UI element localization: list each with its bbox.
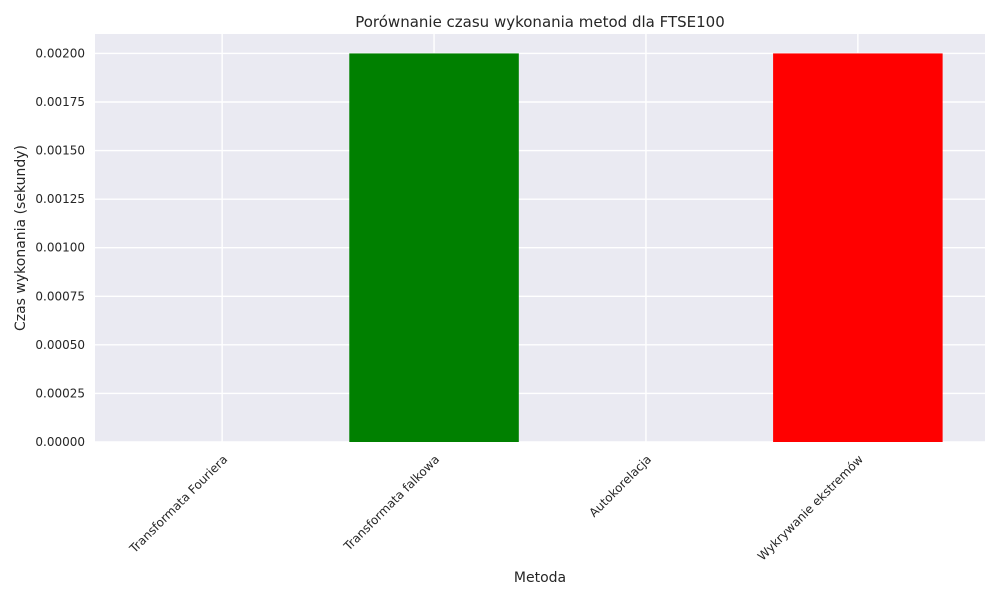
y-tick-labels: 0.00000 0.00025 0.00050 0.00075 0.00100 0.001…	[35, 46, 85, 449]
bar-4	[773, 53, 943, 443]
chart-title: Porównanie czasu wykonania metod dla FTS…	[355, 13, 725, 31]
x-tick-labels: Transformata Fouriera Transformata falkow…	[126, 452, 866, 563]
y-tick-label: 0.00100	[35, 241, 85, 255]
x-tick-label: Transformata falkowa	[340, 452, 442, 554]
x-tick-label: Autokorelacja	[586, 452, 654, 520]
y-tick-label: 0.00075	[35, 289, 85, 303]
y-tick-label: 0.00000	[35, 435, 85, 449]
y-tick-label: 0.00050	[35, 338, 85, 352]
y-axis-label: Czas wykonania (sekundy)	[13, 145, 29, 331]
bars	[349, 53, 943, 443]
x-axis-label: Metoda	[514, 570, 566, 586]
y-tick-label: 0.00150	[35, 144, 85, 158]
y-tick-label: 0.00200	[35, 46, 85, 60]
x-tick-label: Wykrywanie ekstremów	[755, 452, 866, 563]
y-tick-label: 0.00125	[35, 192, 85, 206]
x-tick-label: Transformata Fouriera	[126, 452, 230, 556]
y-tick-label: 0.00025	[35, 386, 85, 400]
y-tick-label: 0.00175	[35, 95, 85, 109]
bar-2	[349, 53, 519, 443]
